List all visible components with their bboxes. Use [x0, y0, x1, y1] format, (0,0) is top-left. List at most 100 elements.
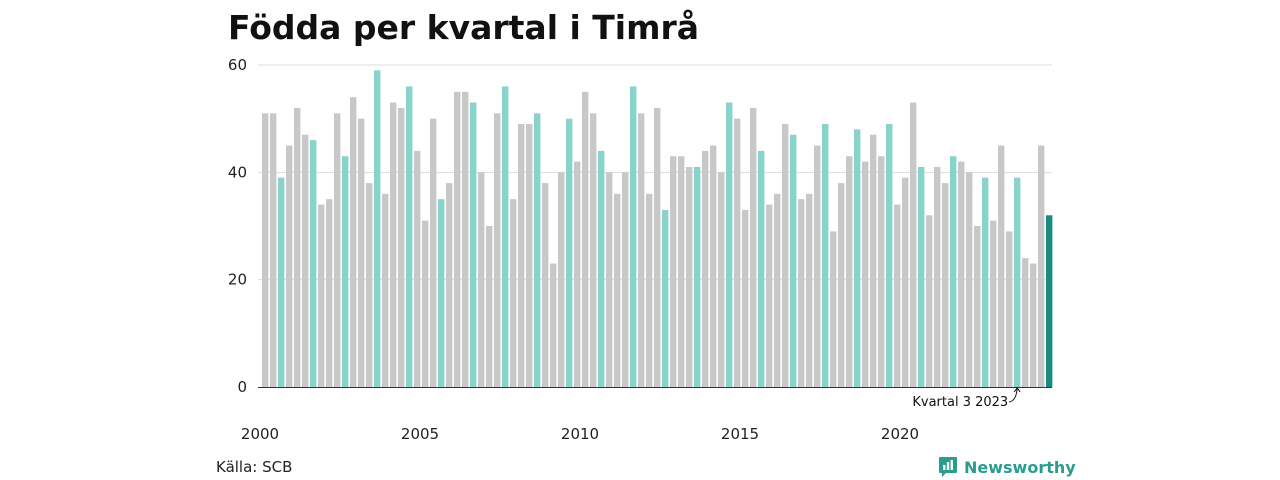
bar	[870, 134, 877, 387]
annotation: Kvartal 3 2023	[912, 387, 1021, 410]
bar	[286, 145, 293, 387]
bar	[1030, 263, 1037, 387]
bar	[278, 177, 285, 387]
bar	[1014, 177, 1021, 387]
bar	[318, 204, 325, 387]
bar	[822, 124, 829, 387]
bar	[446, 183, 453, 387]
x-tick-label: 2020	[881, 425, 919, 443]
bar	[470, 102, 477, 387]
bar	[374, 70, 381, 388]
bar	[958, 161, 965, 387]
chart-title: Födda per kvartal i Timrå	[228, 8, 700, 47]
bar	[486, 226, 493, 387]
bar	[358, 118, 365, 388]
bar	[406, 86, 413, 387]
brand-logo: Newsworthy	[938, 455, 1076, 479]
bar	[382, 193, 389, 387]
bar	[302, 134, 309, 387]
bar	[758, 150, 765, 387]
y-tick-label: 0	[237, 378, 247, 396]
bar	[614, 193, 621, 387]
x-tick-label: 2015	[721, 425, 759, 443]
x-tick-label: 2005	[401, 425, 439, 443]
bar	[518, 124, 525, 387]
bar	[414, 150, 421, 387]
bar	[846, 156, 853, 387]
bar	[814, 145, 821, 387]
bar	[662, 209, 669, 387]
bar	[918, 166, 925, 387]
bar	[494, 113, 501, 388]
bar	[702, 150, 709, 387]
x-axis-ticks: 2000 2005 2010 2015 2020	[241, 425, 919, 443]
bar	[534, 113, 541, 388]
bar	[438, 199, 445, 387]
bar	[334, 113, 341, 388]
y-tick-label: 40	[228, 163, 247, 181]
y-tick-label: 20	[228, 271, 247, 289]
bar	[542, 183, 549, 387]
bar	[622, 172, 629, 387]
bar	[574, 161, 581, 387]
bar	[686, 166, 693, 387]
bar	[630, 86, 637, 387]
bar	[478, 172, 485, 387]
bar	[718, 172, 725, 387]
bar	[878, 156, 885, 387]
bar	[990, 220, 997, 387]
bar	[862, 161, 869, 387]
bars	[262, 70, 1053, 388]
annotation-label: Kvartal 3 2023	[912, 395, 1008, 410]
bar	[742, 209, 749, 387]
bar	[838, 183, 845, 387]
bar	[934, 166, 941, 387]
bar	[422, 220, 429, 387]
bar	[398, 107, 405, 388]
bar	[326, 199, 333, 387]
bar	[678, 156, 685, 387]
bar	[726, 102, 733, 387]
bar	[526, 124, 533, 387]
bar	[502, 86, 509, 387]
bar	[950, 156, 957, 387]
bar	[638, 113, 645, 388]
bar	[1046, 215, 1053, 387]
bar	[294, 107, 301, 388]
bar	[974, 226, 981, 387]
y-tick-label: 60	[228, 56, 247, 74]
bar	[886, 124, 893, 387]
bar	[942, 183, 949, 387]
bar	[790, 134, 797, 387]
bar	[926, 215, 933, 387]
curved-arrow-icon	[1009, 387, 1018, 403]
bar	[966, 172, 973, 387]
bar	[462, 91, 469, 387]
bar	[262, 113, 269, 388]
bar	[830, 231, 837, 387]
bar	[1038, 145, 1045, 387]
bar	[550, 263, 557, 387]
bar	[998, 145, 1005, 387]
bar	[270, 113, 277, 388]
bar	[582, 91, 589, 387]
bar	[350, 97, 357, 387]
bar	[310, 140, 317, 387]
bar	[646, 193, 653, 387]
bar	[430, 118, 437, 388]
bar	[902, 177, 909, 387]
bar	[566, 118, 573, 388]
bar	[366, 183, 373, 387]
y-axis-ticks: 0 20 40 60	[228, 56, 247, 396]
bar	[774, 193, 781, 387]
bar	[734, 118, 741, 388]
bar	[654, 107, 661, 388]
bar	[750, 107, 757, 388]
bar	[342, 156, 349, 387]
bar	[854, 129, 861, 387]
bar-chart-bubble-icon	[939, 457, 957, 477]
bar	[694, 166, 701, 387]
bar	[766, 204, 773, 387]
bar	[598, 150, 605, 387]
